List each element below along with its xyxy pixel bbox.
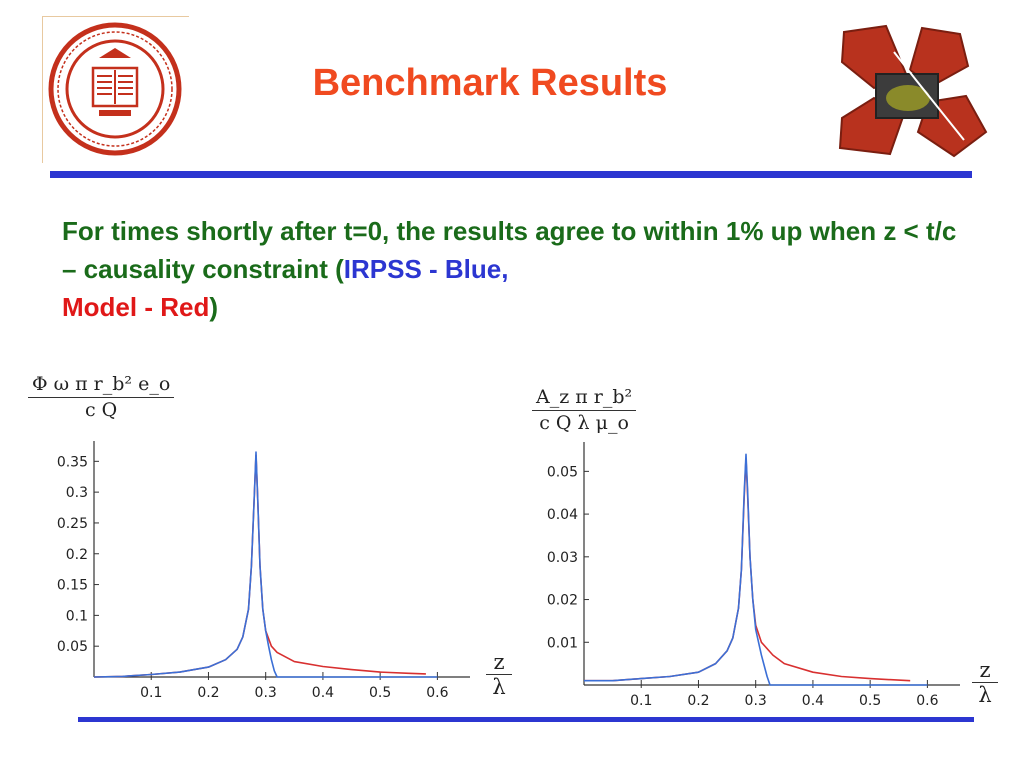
y-tick-label: 0.1 [66, 608, 88, 624]
y-tick-label: 0.35 [57, 454, 88, 470]
y-tick-label: 0.04 [547, 507, 578, 523]
x-tick-label: 0.6 [426, 685, 448, 701]
y-tick-label: 0.03 [547, 550, 578, 566]
x-tick-label: 0.2 [687, 693, 709, 709]
chart-az-ylabel: A_z π r_b² c Q λ μ_o [532, 386, 637, 434]
series-line-irpss [584, 453, 928, 686]
body-text-main: For times shortly after t=0, the results… [62, 216, 957, 284]
model-legend-label: Model - Red [62, 292, 210, 322]
chart-az-ylabel-den: c Q λ μ_o [539, 412, 629, 434]
y-tick-label: 0.25 [57, 516, 88, 532]
x-tick-label: 0.5 [369, 685, 391, 701]
body-close-paren: ) [209, 292, 219, 322]
slide-title: Benchmark Results [312, 62, 668, 104]
x-tick-label: 0.1 [630, 693, 652, 709]
x-tick-label: 0.5 [859, 693, 881, 709]
chart-phi-ylabel-num: Φ ω π r_b² e_o [28, 373, 175, 398]
y-tick-label: 0.05 [57, 639, 88, 655]
chart-phi-xlabel-num: z [486, 650, 512, 675]
chart-phi-plot: 0.1 0.2 0.3 0.4 0.5 0.6 0.05 0.1 0.15 0.2 0.25 0.3 0… [57, 441, 470, 701]
chart-phi: Φ ω π r_b² e_o c Q z λ 0.1 0.2 0.3 0.4 0.5 0.… [20, 365, 530, 715]
chart-phi-xlabel: z λ [486, 650, 512, 699]
x-tick-label: 0.4 [802, 693, 824, 709]
detector-emblem-icon [838, 24, 988, 158]
chart-az-xlabel: z λ [972, 658, 998, 707]
irpss-legend-label: IRPSS - Blue [343, 254, 502, 284]
x-tick-label: 0.1 [140, 685, 162, 701]
y-tick-label: 0.05 [547, 464, 578, 480]
chart-az-xlabel-num: z [972, 658, 998, 683]
chart-az-xlabel-den: λ [978, 683, 992, 707]
chart-az-ylabel-num: A_z π r_b² [532, 386, 637, 411]
y-tick-label: 0.3 [66, 485, 88, 501]
x-tick-label: 0.3 [745, 693, 767, 709]
logo-frame [42, 16, 189, 163]
chart-phi-ylabel: Φ ω π r_b² e_o c Q [28, 373, 175, 421]
chart-phi-xlabel-den: λ [492, 675, 506, 699]
y-tick-label: 0.15 [57, 578, 88, 594]
y-tick-label: 0.01 [547, 635, 578, 651]
footer-rule [78, 717, 974, 722]
series-line-irpss [93, 451, 438, 678]
y-tick-label: 0.2 [66, 547, 88, 563]
body-text: For times shortly after t=0, the results… [62, 212, 962, 326]
university-seal-icon [48, 22, 182, 156]
x-tick-label: 0.6 [916, 693, 938, 709]
header-rule [50, 171, 972, 178]
y-tick-label: 0.02 [547, 593, 578, 609]
x-tick-label: 0.2 [197, 685, 219, 701]
chart-az: A_z π r_b² c Q λ μ_o z λ 0.1 0.2 0.3 0.4 0.5… [520, 380, 1020, 715]
x-tick-label: 0.3 [255, 685, 277, 701]
chart-az-plot: 0.1 0.2 0.3 0.4 0.5 0.6 0.01 0.02 0.03 0.04 0.05 [547, 442, 960, 709]
x-tick-label: 0.4 [312, 685, 334, 701]
body-comma: , [501, 254, 509, 284]
chart-phi-ylabel-den: c Q [85, 399, 118, 421]
